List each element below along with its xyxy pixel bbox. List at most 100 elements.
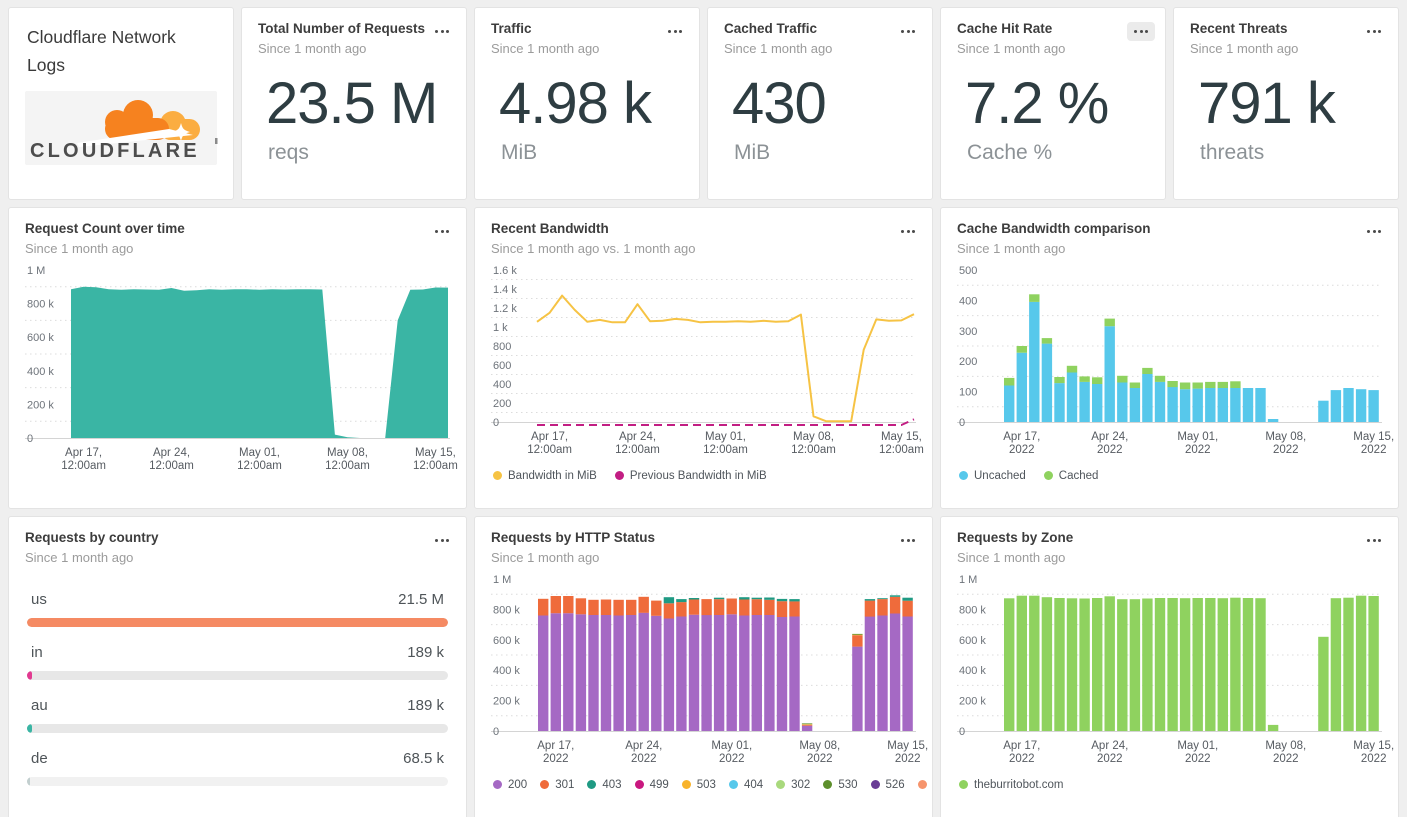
panel-title: Cached Traffic [724, 21, 818, 36]
svg-text:400 k: 400 k [493, 665, 520, 677]
svg-text:May 01,2022: May 01, 2022 [1177, 740, 1218, 765]
svg-text:1 M: 1 M [959, 574, 977, 586]
ellipsis-icon[interactable] [661, 22, 689, 41]
panel-requests-by-country: Requests by country Since 1 month ago us… [8, 516, 467, 817]
panel-requests-by-zone: Requests by Zone Since 1 month ago 1 M 80… [940, 516, 1399, 817]
request-count-chart[interactable]: 1 M 800 k 600 k 400 k 200 k 0 Apr 17, 12:00am Ap… [25, 265, 458, 474]
legend-label: 503 [696, 778, 716, 791]
chart-legend: Bandwidth in MiB Previous Bandwidth in Mi… [493, 470, 916, 482]
svg-text:300: 300 [959, 326, 977, 338]
ellipsis-icon[interactable] [894, 531, 922, 550]
legend-item-403[interactable]: 403 [587, 778, 622, 791]
legend-item-526[interactable]: 526 [870, 778, 905, 791]
svg-text:200 k: 200 k [493, 695, 520, 707]
cache-bandwidth-chart[interactable]: 500 400 300 200 100 0 Apr 17, 2022 Apr 24, 2022 Ma… [957, 265, 1394, 458]
charts-row-2: Requests by country Since 1 month ago us… [8, 516, 1399, 817]
country-bar[interactable] [27, 776, 448, 786]
legend-item-200[interactable]: 200 [493, 779, 527, 791]
svg-text:200: 200 [959, 356, 977, 368]
legend-item-previous-bandwidth-in-mib[interactable]: Previous Bandwidth in MiB [614, 469, 767, 482]
svg-text:200 k: 200 k [27, 399, 54, 411]
legend-item-301[interactable]: 301 [540, 779, 574, 791]
ellipsis-icon[interactable] [428, 531, 456, 550]
legend-item-uncached[interactable]: Uncached [959, 470, 1026, 482]
legend-label: Previous Bandwidth in MiB [629, 469, 767, 482]
ellipsis-icon[interactable] [1360, 531, 1388, 550]
legend-label: 526 [885, 778, 905, 791]
svg-text:100: 100 [959, 386, 977, 398]
panel-subtitle: Since 1 month ago [957, 40, 1066, 56]
country-bar[interactable] [27, 723, 448, 733]
country-label: de [31, 749, 48, 767]
legend-label: theburritobot.com [974, 778, 1064, 791]
legend-dot-icon [493, 780, 502, 790]
legend-dot-icon [728, 780, 738, 790]
ellipsis-icon[interactable] [428, 22, 456, 41]
svg-text:400: 400 [959, 295, 977, 307]
country-row-au: au 189 k [25, 697, 450, 733]
legend-label: 403 [602, 778, 622, 791]
ellipsis-icon[interactable] [894, 222, 922, 241]
charts-row-1: Request Count over time Since 1 month ag… [8, 207, 1399, 509]
country-value: 21.5 M [398, 590, 444, 608]
legend-item-cached[interactable]: Cached [1043, 470, 1098, 482]
http-status-chart[interactable]: 1 M 800 k 600 k 400 k 200 k 0 Apr 17, 2022 Apr 2… [491, 574, 928, 767]
svg-text:Apr 24,12:00am: Apr 24, 12:00am [615, 431, 660, 456]
panel-title: Requests by Zone [957, 530, 1074, 545]
svg-text:600 k: 600 k [27, 332, 54, 344]
ellipsis-icon[interactable] [894, 22, 922, 41]
stat-value: 7.2 % [965, 70, 1109, 136]
svg-text:May 08,2022: May 08, 2022 [1265, 431, 1306, 456]
country-bar[interactable] [27, 617, 448, 627]
svg-text:400 k: 400 k [959, 665, 986, 677]
panel-cached-traffic: Cached Traffic Since 1 month ago 430 MiB [707, 7, 933, 200]
svg-text:May 01,12:00am: May 01, 12:00am [703, 431, 748, 456]
country-bar[interactable] [27, 670, 448, 680]
legend-label: 499 [649, 778, 669, 791]
panel-subtitle: Since 1 month ago vs. 1 month ago [491, 240, 696, 256]
country-label: au [31, 696, 48, 714]
zone-chart[interactable]: 1 M 800 k 600 k 400 k 200 k 0 Apr 17, 2022 Apr 2… [957, 574, 1394, 767]
panel-subtitle: Since 1 month ago [957, 549, 1066, 565]
stat-unit: Cache % [967, 140, 1053, 164]
panel-request-count: Request Count over time Since 1 month ag… [8, 207, 467, 509]
panel-requests-by-http-status: Requests by HTTP Status Since 1 month ag… [474, 516, 933, 817]
svg-text:May 15,2022: May 15, 2022 [1353, 431, 1394, 456]
legend-item-530[interactable]: 530 [823, 778, 858, 791]
legend-label: 530 [838, 778, 858, 791]
recent-bandwidth-chart[interactable]: 1.6 k 1.4 k 1.2 k 1 k 800 600 400 200 0 Apr 17, 12… [491, 265, 924, 458]
panel-subtitle: Since 1 month ago [491, 549, 600, 565]
panel-title: Recent Threats [1190, 21, 1288, 36]
panel-title: Traffic [491, 21, 532, 36]
svg-text:0: 0 [959, 417, 965, 429]
legend-item-524[interactable]: 524 [917, 779, 932, 791]
panel-recent-bandwidth: Recent Bandwidth Since 1 month ago vs. 1… [474, 207, 933, 509]
legend-item-302[interactable]: 302 [776, 779, 810, 791]
legend-label: 200 [508, 778, 528, 791]
stat-unit: reqs [268, 140, 309, 164]
svg-text:May 08,12:00am: May 08, 12:00am [791, 431, 836, 456]
country-label: in [31, 643, 43, 661]
stat-value: 430 [732, 70, 827, 136]
svg-text:Apr 24,2022: Apr 24, 2022 [1091, 740, 1128, 765]
svg-text:800 k: 800 k [493, 604, 520, 616]
legend-item-theburritobot.com[interactable]: theburritobot.com [959, 779, 1064, 791]
country-bar-list: us 21.5 M in 189 k au 189 k de 68.5 k [25, 591, 450, 786]
stat-unit: threats [1200, 140, 1265, 164]
legend-item-499[interactable]: 499 [634, 778, 669, 791]
legend-item-bandwidth-in-mib[interactable]: Bandwidth in MiB [493, 470, 597, 482]
cloudflare-logo-image: CLOUDFLARE [30, 100, 218, 162]
legend-item-503[interactable]: 503 [681, 778, 716, 791]
stats-row: Cloudflare Network Logs CLOUDFLARE Total… [8, 7, 1399, 200]
country-row-in: in 189 k [25, 644, 450, 680]
svg-text:600 k: 600 k [493, 635, 520, 647]
ellipsis-icon[interactable] [428, 222, 456, 241]
legend-item-404[interactable]: 404 [728, 779, 763, 791]
svg-text:Apr 17,12:00am: Apr 17, 12:00am [61, 447, 106, 472]
panel-title: Requests by country [25, 530, 159, 545]
svg-text:500: 500 [959, 265, 977, 277]
ellipsis-icon[interactable] [1360, 22, 1388, 41]
ellipsis-icon[interactable] [1127, 22, 1155, 41]
ellipsis-icon[interactable] [1360, 222, 1388, 241]
